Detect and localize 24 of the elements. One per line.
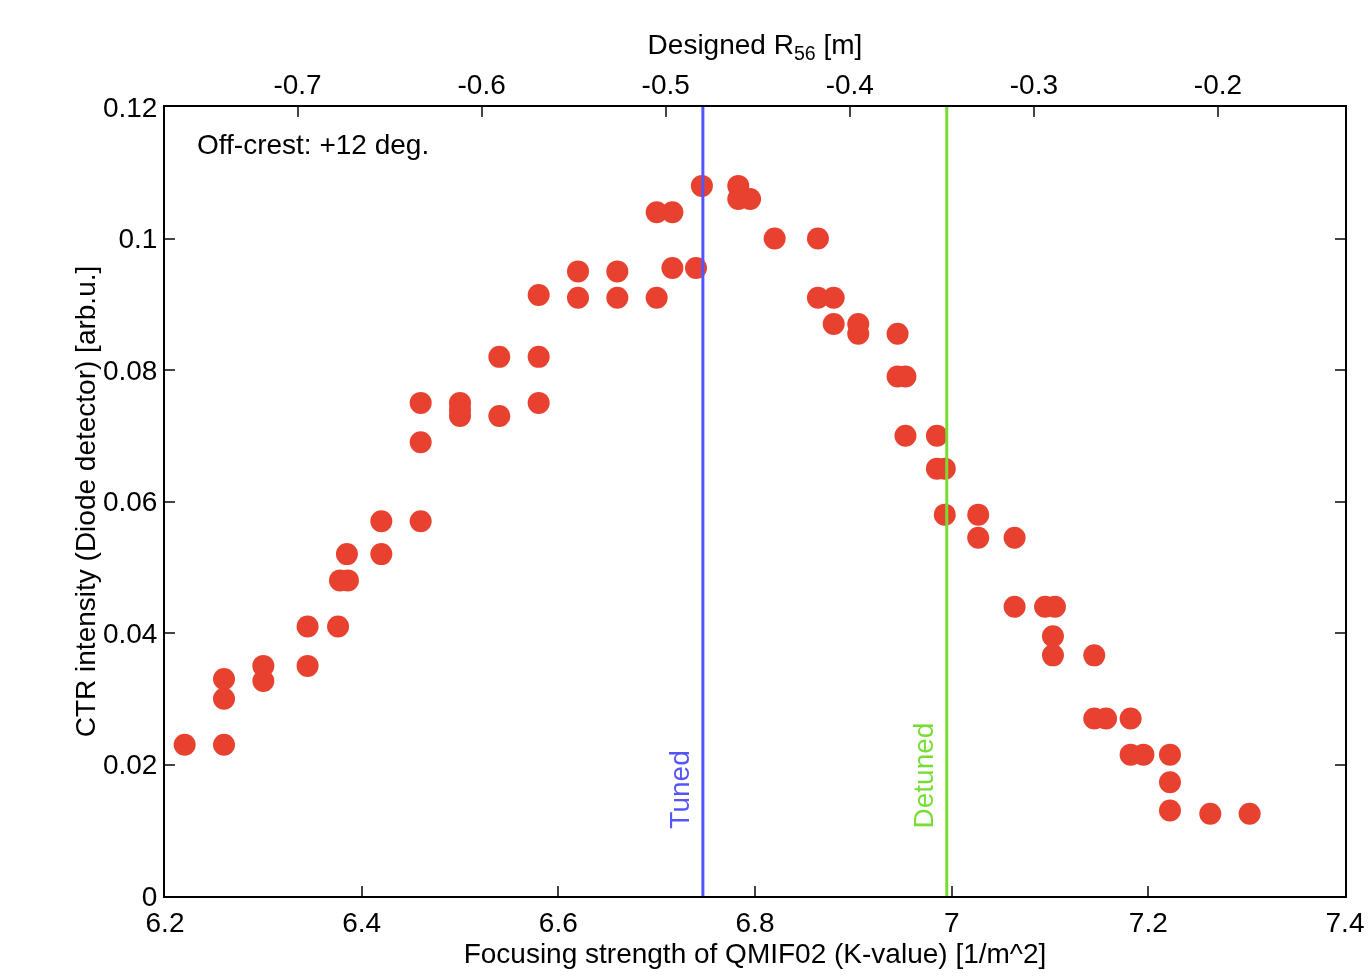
x-tick-label: 7.2	[1128, 906, 1168, 938]
y-axis-title: CTR intensity (Diode detector) [arb.u.]	[69, 265, 101, 738]
x2-tick-label: -0.7	[273, 68, 322, 100]
y-tick-label: 0.08	[102, 354, 158, 386]
x2-tick-label: -0.2	[1193, 68, 1243, 100]
x-tick-label: 6.4	[342, 906, 382, 938]
x2-tick-label: -0.3	[1009, 68, 1059, 100]
x2-tick-label: -0.4	[825, 68, 874, 100]
x-tick-label: 6.8	[735, 906, 775, 938]
y-tick-label: 0.04	[102, 617, 158, 649]
y-tick-label: 0.1	[118, 223, 158, 255]
y-tick-label: 0.12	[102, 91, 158, 123]
y-tick-label: 0.06	[102, 486, 158, 518]
x-axis-title: Focusing strength of QMIF02 (K-value) [1/m^2]	[463, 937, 1047, 969]
x-tick-label: 7.4	[1325, 906, 1365, 938]
x-tick-label: 6.6	[538, 906, 578, 938]
ref-line-label: Detuned	[908, 722, 939, 829]
x2-tick-label: -0.6	[457, 68, 506, 100]
x-tick-label: 7	[943, 906, 960, 938]
x2-tick-label: -0.5	[641, 68, 690, 100]
annotation: Off-crest: +12 deg.	[197, 129, 430, 160]
x2-axis-title: Designed R$_{56}$ [m]	[647, 29, 863, 64]
y-tick-label: 0.02	[102, 749, 158, 781]
ref-line-label: Tuned	[664, 750, 696, 829]
